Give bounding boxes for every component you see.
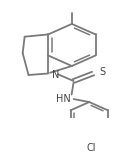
Text: HN: HN — [56, 94, 71, 104]
Text: S: S — [99, 67, 105, 77]
Text: Cl: Cl — [86, 143, 96, 153]
Text: N: N — [52, 70, 60, 80]
